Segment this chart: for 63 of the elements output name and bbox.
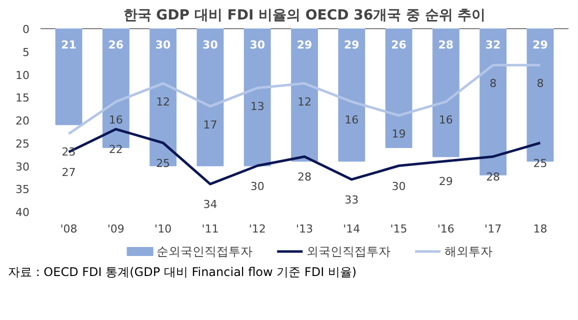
- y-tick-label: 35: [16, 183, 30, 196]
- data-label: 33: [344, 193, 359, 206]
- data-label: 16: [344, 114, 359, 127]
- data-label: 16: [438, 114, 453, 127]
- x-tick-label: '09: [107, 222, 124, 236]
- y-tick-label: 40: [16, 206, 30, 219]
- legend-label: 해외투자: [444, 244, 492, 258]
- data-label: 30: [250, 180, 264, 193]
- y-tick-label: 15: [16, 92, 30, 105]
- data-label: 30: [250, 38, 266, 52]
- data-label: 19: [392, 127, 406, 140]
- data-label: 16: [108, 114, 123, 127]
- data-label: 21: [61, 38, 76, 52]
- data-label: 26: [391, 38, 407, 52]
- x-tick-label: '13: [296, 222, 314, 236]
- x-tick-label: '17: [484, 222, 502, 236]
- y-tick-label: 20: [16, 114, 30, 128]
- bar: [291, 28, 318, 162]
- legend-label: 순외국인직접투자: [156, 244, 253, 258]
- text: 자료 : OECD FDI 통계(GDP 대비 Financial flow 기준 FDI 비율): [8, 264, 357, 281]
- bar: [244, 28, 271, 166]
- data-label: 28: [438, 38, 454, 52]
- bar: [338, 28, 366, 162]
- y-tick-label: 25: [16, 137, 30, 150]
- data-label: 34: [203, 198, 218, 212]
- data-label: 27: [62, 166, 76, 180]
- bar: [55, 28, 82, 126]
- x-tick-label: '15: [390, 222, 408, 236]
- data-label: 28: [298, 170, 312, 184]
- data-label: 25: [156, 156, 170, 170]
- data-label: 12: [156, 95, 170, 108]
- data-label: 8: [536, 77, 544, 90]
- y-tick-label: 30: [16, 160, 30, 174]
- data-label: 12: [298, 95, 312, 108]
- data-label: 32: [485, 38, 501, 52]
- data-label: 29: [344, 38, 360, 52]
- x-tick-label: '16: [437, 222, 454, 236]
- data-label: 29: [532, 38, 548, 52]
- legend-label: 외국인직접투자: [306, 244, 390, 258]
- bar: [196, 28, 224, 166]
- data-label: 30: [202, 38, 218, 52]
- x-tick-label: 18: [533, 222, 548, 236]
- x-tick-label: '12: [248, 222, 266, 236]
- x-tick-label: '11: [202, 222, 219, 236]
- data-label: 26: [108, 38, 124, 52]
- data-label: 23: [62, 146, 76, 159]
- bar: [432, 28, 460, 158]
- data-label: 29: [438, 175, 453, 188]
- y-tick-label: 5: [22, 46, 30, 59]
- x-tick-label: '14: [343, 222, 360, 236]
- data-label: 17: [203, 118, 218, 132]
- y-tick-label: 10: [16, 68, 30, 82]
- data-label: 13: [250, 100, 264, 113]
- x-tick-label: '10: [154, 222, 172, 236]
- data-label: 8: [490, 77, 497, 90]
- x-tick-label: '08: [60, 222, 78, 236]
- bar: [150, 28, 177, 166]
- bar: [385, 28, 412, 148]
- data-label: 30: [155, 38, 172, 52]
- data-label: 29: [296, 38, 312, 52]
- y-tick-label: 0: [22, 23, 30, 36]
- chart-title: 한국 GDP 대비 FDI 비율의 OECD 36개국 중 순위 추이: [123, 8, 486, 24]
- data-label: 30: [392, 180, 406, 193]
